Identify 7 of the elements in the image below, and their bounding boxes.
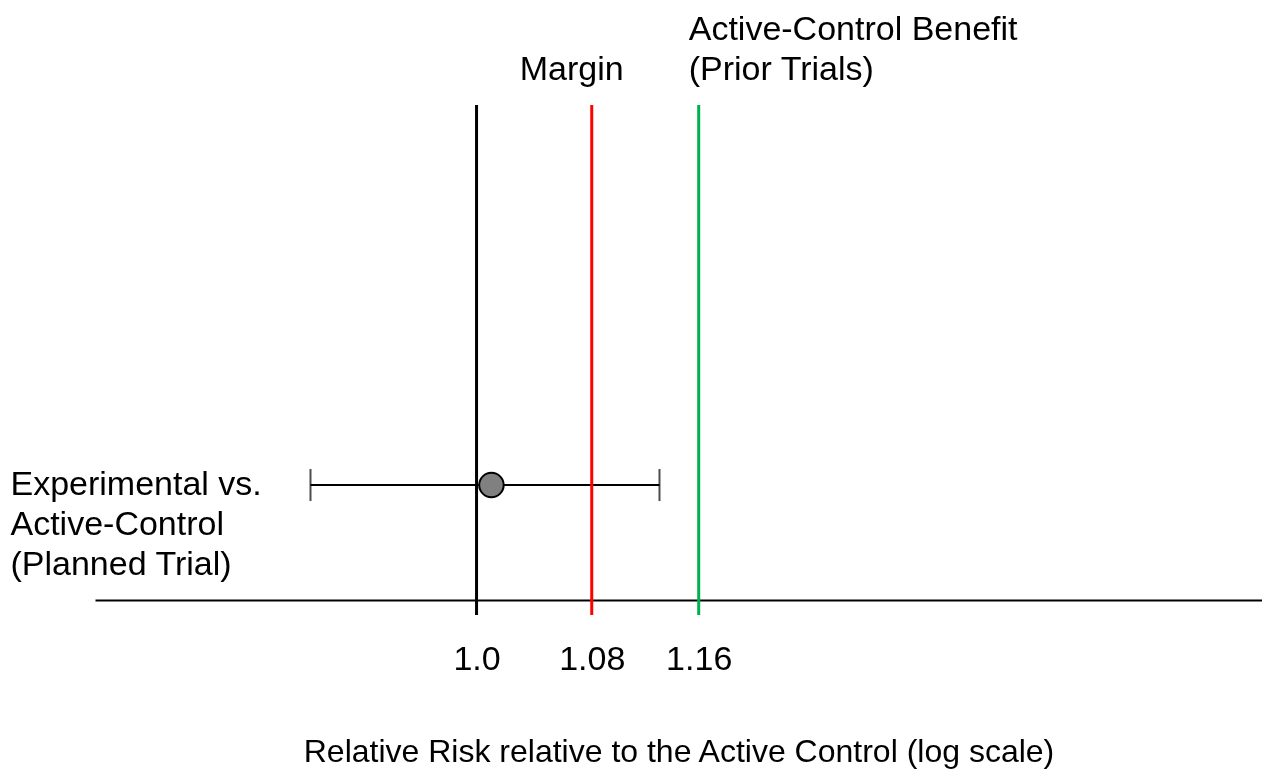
x-tick-label: 1.0 bbox=[453, 638, 501, 677]
y-tick-label: Experimental vs. Active-Control (Planned Trial) bbox=[10, 464, 262, 582]
x-axis-title: Relative Risk relative to the Active Control (log scale) bbox=[303, 732, 1055, 769]
x-tick-label: 1.08 bbox=[559, 638, 626, 677]
x-tick-label: 1.16 bbox=[666, 638, 733, 677]
ref-line-label: Margin bbox=[519, 49, 624, 87]
ref-line-label: Active-Control Benefit (Prior Trials) bbox=[688, 9, 1019, 87]
